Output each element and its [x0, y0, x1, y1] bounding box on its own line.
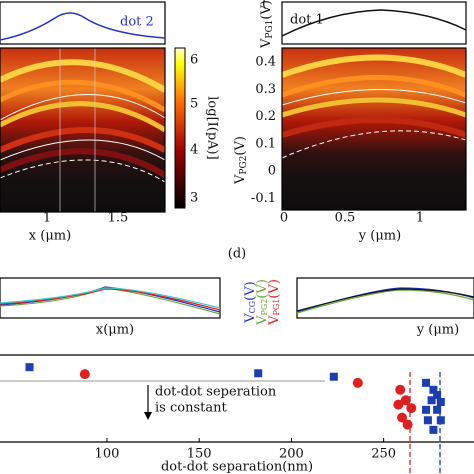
point: [436, 416, 445, 425]
label-part: CG: [248, 301, 257, 314]
strip-axes: [0, 1, 166, 45]
y-tick-label: 0.1: [255, 136, 276, 151]
legend-entry: VPG1(V): [267, 279, 282, 326]
strip-y-label: VPG1(V): [259, 0, 275, 49]
colorbar-label: log[I(pA)]: [205, 96, 220, 159]
point: [429, 425, 438, 434]
y-axis-label: VPG2(V): [233, 136, 249, 185]
x-tick-label: 0: [280, 211, 288, 226]
point: [79, 369, 90, 380]
point: [352, 377, 363, 388]
strip-axes: [281, 1, 467, 45]
profiles: [0, 286, 221, 315]
label-part: (V): [233, 136, 248, 156]
colorbar-tick: 4: [190, 143, 198, 158]
x-tick-label: 100: [95, 447, 120, 462]
profile: [281, 9, 467, 37]
y-tick-label: 0.3: [255, 82, 276, 97]
axes: [0, 277, 221, 319]
label-part: (V): [243, 281, 258, 301]
label-part: V: [255, 315, 270, 326]
point: [400, 395, 411, 406]
corner-mark: (: [262, 0, 267, 12]
x-axis-label: dot-dot separation(nm): [161, 460, 313, 474]
point: [427, 396, 436, 405]
label-part: V: [259, 38, 274, 49]
label-part: (V): [259, 0, 274, 20]
x-axis-label: y (μm): [358, 229, 401, 244]
label-part: V: [233, 174, 248, 185]
point: [422, 378, 431, 387]
arrow-head: [144, 412, 152, 420]
y-tick-label: -0.1: [251, 191, 276, 206]
heatmap-bands: [282, 54, 466, 159]
label-part: PG2: [239, 156, 249, 175]
point: [422, 405, 431, 414]
panel-label: dot 1: [290, 13, 324, 28]
colorbar: [174, 47, 186, 209]
y-tick-label: 0.2: [255, 109, 276, 124]
colorbar-tick: 6: [190, 53, 198, 68]
point: [402, 419, 413, 430]
x-axis-label: y (μm): [416, 323, 459, 338]
x-tick-label: 1: [43, 211, 51, 226]
point: [25, 363, 34, 372]
x-tick-label: 200: [279, 447, 304, 462]
x-tick-label: 150: [187, 447, 212, 462]
profile: [0, 12, 166, 41]
x-tick-label: 1.5: [108, 211, 129, 226]
label-part: PG2: [260, 299, 269, 316]
point: [433, 405, 442, 414]
annotation: is constant: [155, 401, 227, 416]
point: [254, 369, 263, 378]
label-part: PG1: [272, 299, 281, 316]
label-part: V: [267, 315, 282, 326]
axes: [0, 47, 166, 213]
point: [395, 384, 406, 395]
heatmap-bands: [0, 48, 165, 212]
label-part: (V): [255, 279, 270, 299]
point: [433, 391, 442, 400]
x-axis-label: x (μm): [29, 229, 71, 244]
point: [329, 372, 338, 381]
x-tick-label: 250: [371, 447, 396, 462]
axes: [281, 47, 467, 211]
point: [406, 403, 417, 414]
point: [397, 412, 408, 423]
colorbar-tick: 3: [190, 191, 198, 206]
colorbar-tick: 5: [190, 97, 198, 112]
x-axis-label: x(μm): [96, 323, 134, 338]
y-tick-label: 0.4: [255, 55, 276, 70]
y-tick-label: 0: [268, 164, 276, 179]
annotation: dot-dot seperation: [155, 385, 277, 400]
legend-entry: VCG(V): [243, 281, 258, 323]
point: [423, 416, 432, 425]
x-tick-label: 0.5: [335, 211, 356, 226]
point: [393, 399, 404, 410]
label-part: (V): [267, 279, 282, 299]
point: [436, 397, 445, 406]
axes: [296, 277, 474, 319]
legend-entry: VPG2(V): [255, 279, 270, 326]
panel-tag: (d): [228, 247, 246, 262]
point: [429, 385, 438, 394]
label-part: PG1: [265, 20, 275, 39]
x-tick-label: 1: [416, 211, 424, 226]
panel-label: dot 2: [120, 15, 154, 30]
label-part: V: [243, 313, 258, 324]
profiles: [296, 287, 474, 314]
